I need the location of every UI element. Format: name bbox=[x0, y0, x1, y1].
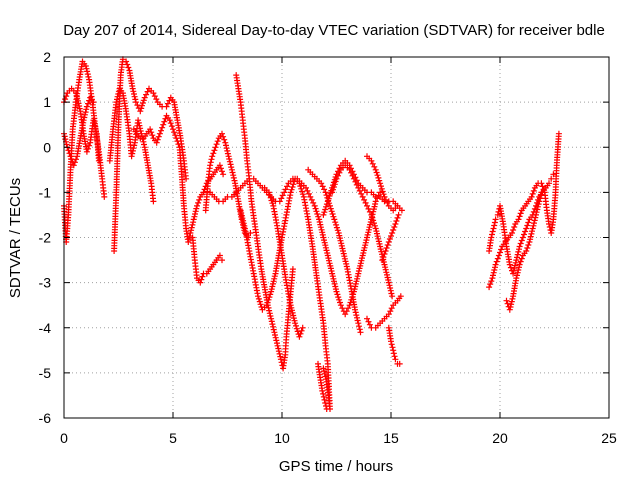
data-markers bbox=[189, 234, 225, 286]
series-track-12 bbox=[261, 184, 306, 340]
y-tick-label: 0 bbox=[43, 139, 51, 155]
y-tick-label: -2 bbox=[39, 230, 52, 246]
data-markers bbox=[364, 153, 401, 214]
marks-layer bbox=[61, 56, 562, 412]
data-markers bbox=[329, 162, 396, 300]
x-axis-label: GPS time / hours bbox=[279, 458, 393, 475]
x-tick-label: 10 bbox=[274, 430, 290, 446]
series-track-21 bbox=[486, 171, 557, 277]
chart-title: Day 207 of 2014, Sidereal Day-to-day VTE… bbox=[63, 22, 605, 39]
data-markers bbox=[320, 157, 405, 218]
series-track-7 bbox=[189, 234, 225, 286]
series-track-10 bbox=[207, 175, 384, 318]
y-tick-label: 1 bbox=[43, 94, 51, 110]
series-track-18 bbox=[379, 211, 402, 264]
y-tick-label: -5 bbox=[39, 365, 52, 381]
axis-layer: 0 5 10 15 20 25 -6 -5 -4 -3 -2 -1 0 1 2 bbox=[39, 49, 617, 446]
series-track-14 bbox=[320, 157, 405, 218]
data-markers bbox=[364, 293, 404, 331]
data-markers bbox=[385, 324, 403, 367]
x-tick-label: 15 bbox=[383, 430, 399, 446]
y-tick-label: -4 bbox=[39, 320, 52, 336]
grid-layer bbox=[64, 57, 609, 418]
series-track-15 bbox=[329, 162, 396, 300]
y-tick-label: -6 bbox=[39, 410, 52, 426]
series-track-9 bbox=[233, 72, 296, 372]
data-markers bbox=[111, 56, 190, 254]
y-tick-label: 2 bbox=[43, 49, 51, 65]
y-axis-label: SDTVAR / TECUs bbox=[7, 178, 24, 298]
series-track-5 bbox=[106, 85, 157, 205]
y-tick-label: -1 bbox=[39, 184, 52, 200]
x-tick-label: 25 bbox=[601, 430, 617, 446]
series-track-19 bbox=[385, 324, 403, 367]
series-track-8 bbox=[202, 130, 254, 241]
series-track-13 bbox=[305, 166, 364, 336]
x-tick-label: 20 bbox=[492, 430, 508, 446]
data-markers bbox=[233, 72, 296, 372]
x-tick-label: 0 bbox=[60, 430, 68, 446]
data-markers bbox=[486, 130, 562, 291]
data-markers bbox=[106, 85, 157, 205]
data-markers bbox=[315, 360, 330, 412]
y-tick-label: -3 bbox=[39, 275, 52, 291]
data-markers bbox=[486, 171, 557, 277]
series-track-22 bbox=[486, 130, 562, 291]
series-track-23 bbox=[503, 189, 545, 313]
series-track-16 bbox=[364, 153, 401, 214]
series-track-17 bbox=[364, 293, 404, 331]
data-markers bbox=[503, 189, 545, 313]
x-tick-label: 5 bbox=[169, 430, 177, 446]
data-markers bbox=[305, 166, 364, 336]
series-track-4 bbox=[111, 56, 190, 254]
data-markers bbox=[207, 175, 384, 318]
data-markers bbox=[261, 184, 306, 340]
data-markers bbox=[379, 211, 402, 264]
data-markers bbox=[202, 130, 254, 241]
series-track-20 bbox=[315, 360, 330, 412]
